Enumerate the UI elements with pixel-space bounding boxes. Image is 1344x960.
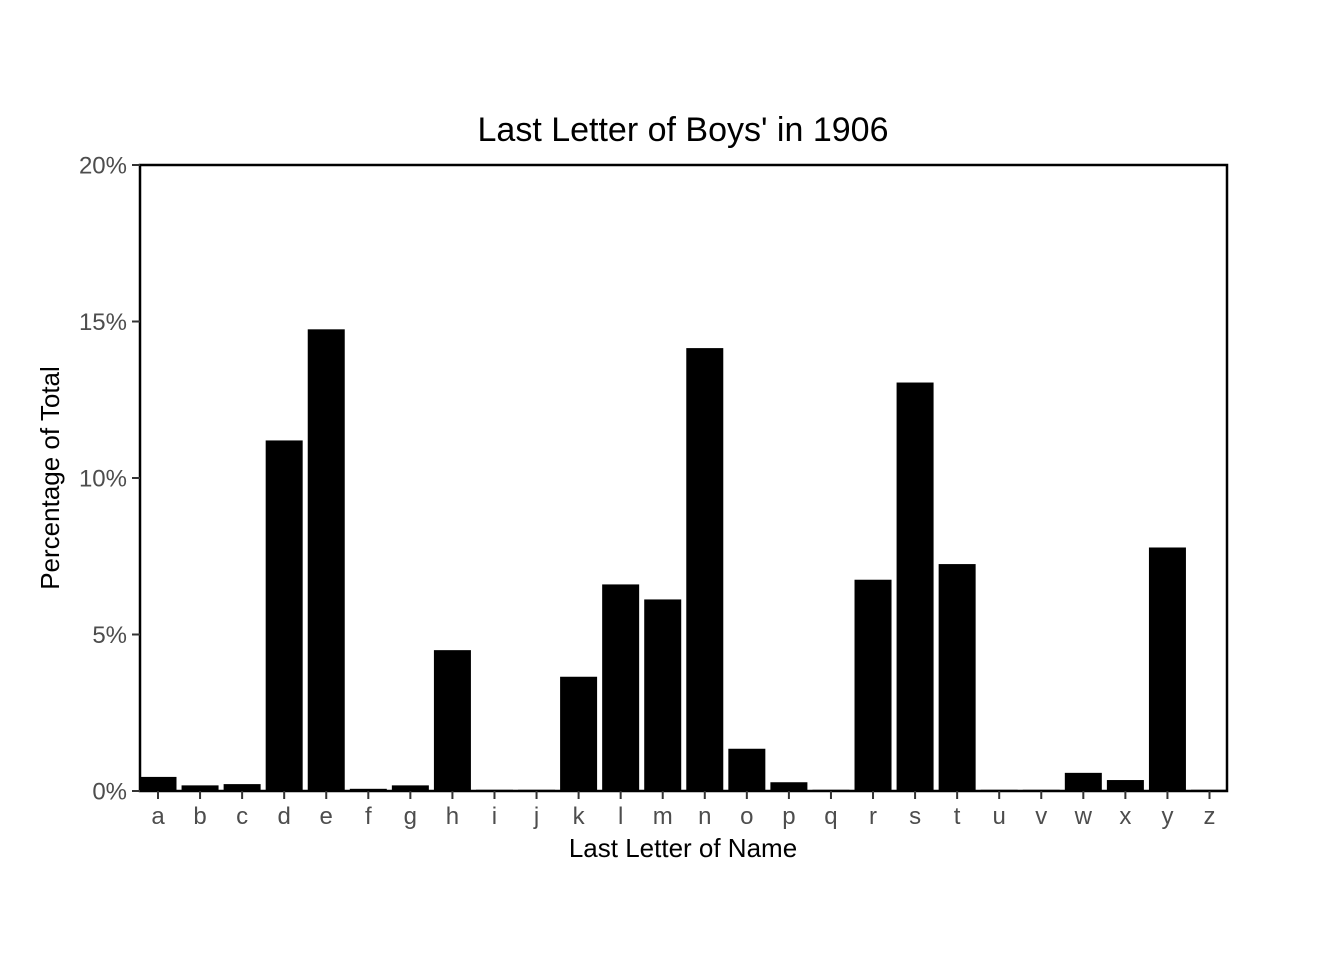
x-tick-label-o: o xyxy=(740,803,753,830)
x-tick-label-k: k xyxy=(573,803,586,830)
x-tick-label-i: i xyxy=(492,803,497,830)
plot-panel-border xyxy=(138,163,1229,793)
x-tick-label-y: y xyxy=(1161,803,1173,830)
x-tick-label-n: n xyxy=(698,803,711,830)
x-tick-label-s: s xyxy=(909,803,921,830)
bar-s xyxy=(896,382,934,791)
bar-e xyxy=(307,329,345,791)
x-tick-label-a: a xyxy=(151,803,165,830)
x-tick-label-p: p xyxy=(782,803,795,830)
bar-g xyxy=(391,785,429,791)
x-tick-label-h: h xyxy=(446,803,459,830)
bar-t xyxy=(938,564,976,791)
bar-r xyxy=(854,579,892,791)
y-tick-label-15: 15% xyxy=(79,309,127,336)
x-tick-label-l: l xyxy=(618,803,623,830)
bar-n xyxy=(686,348,724,791)
bar-a xyxy=(139,776,177,791)
bar-b xyxy=(181,785,219,791)
x-tick-label-r: r xyxy=(869,803,877,830)
x-tick-label-m: m xyxy=(653,803,673,830)
x-tick-label-u: u xyxy=(993,803,1006,830)
bar-c xyxy=(223,784,261,791)
y-axis-title: Percentage of Total xyxy=(35,366,65,590)
y-tick-label-0: 0% xyxy=(92,779,127,806)
x-tick-label-v: v xyxy=(1035,803,1047,830)
x-tick-label-j: j xyxy=(533,803,539,830)
x-tick-label-b: b xyxy=(193,803,206,830)
x-tick-label-e: e xyxy=(320,803,333,830)
y-tick-label-10: 10% xyxy=(79,466,127,493)
bar-o xyxy=(728,748,766,791)
bar-l xyxy=(602,584,640,791)
bar-d xyxy=(265,440,303,791)
bar-m xyxy=(644,599,682,791)
x-tick-label-f: f xyxy=(365,803,372,830)
x-axis-title: Last Letter of Name xyxy=(569,833,797,863)
x-tick-label-w: w xyxy=(1074,803,1093,830)
x-tick-label-c: c xyxy=(236,803,248,830)
bar-p xyxy=(770,782,808,791)
bar-w xyxy=(1064,772,1102,791)
x-tick-label-d: d xyxy=(278,803,291,830)
bar-k xyxy=(560,676,598,791)
bar-h xyxy=(433,650,471,791)
bar-x xyxy=(1106,780,1144,791)
x-tick-label-g: g xyxy=(404,803,417,830)
y-tick-label-20: 20% xyxy=(79,153,127,180)
x-tick-label-t: t xyxy=(954,803,961,830)
x-tick-label-z: z xyxy=(1204,803,1216,830)
chart-title: Last Letter of Boys' in 1906 xyxy=(478,111,889,149)
y-axis: 0% 5% 10% 15% 20% xyxy=(79,153,140,806)
bar-y xyxy=(1148,547,1186,791)
bars-layer xyxy=(139,329,1228,791)
x-tick-label-q: q xyxy=(824,803,837,830)
x-tick-label-x: x xyxy=(1119,803,1131,830)
y-tick-label-5: 5% xyxy=(92,622,127,649)
